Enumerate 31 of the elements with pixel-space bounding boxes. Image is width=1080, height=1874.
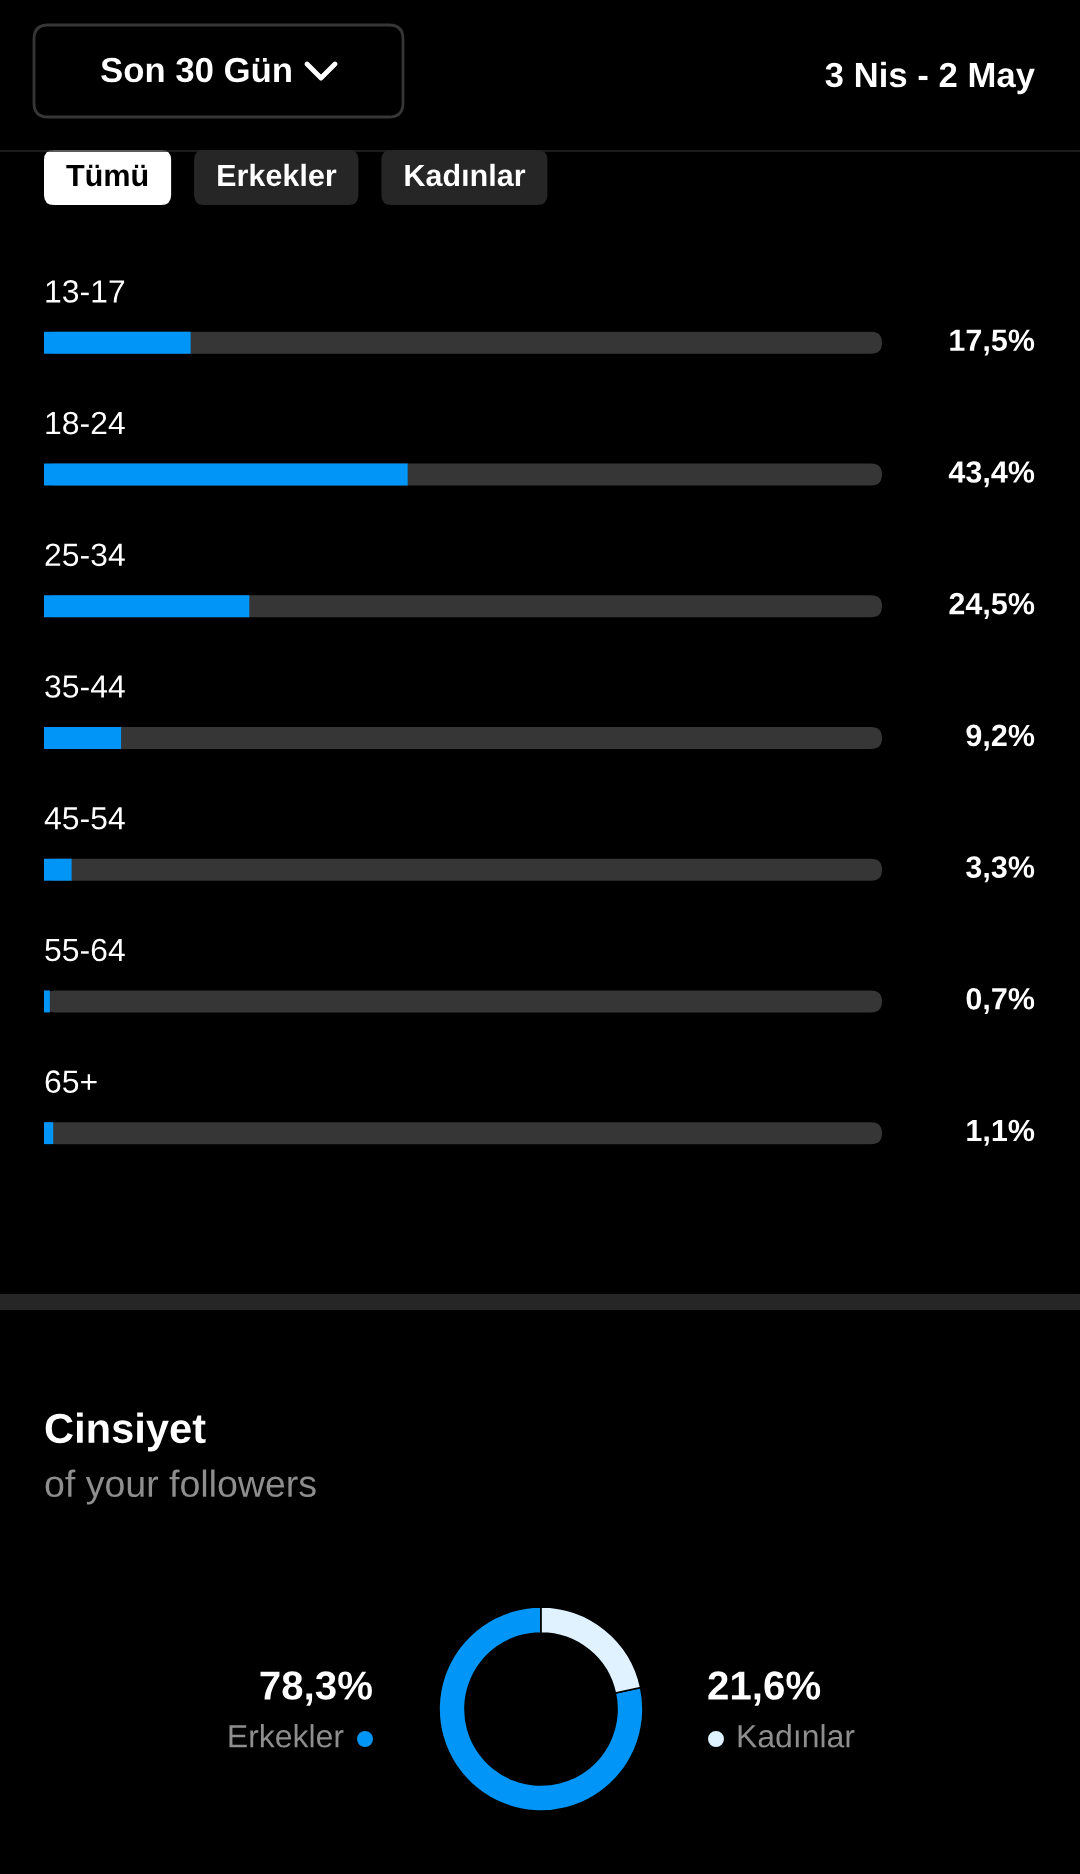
text: Kadınlar [405, 163, 526, 187]
bar [44, 858, 72, 881]
text: Son 30 Gün [101, 57, 291, 83]
data-label: 3,3% [966, 856, 1035, 883]
text: Tümü [66, 164, 148, 187]
slice-label: Erkekler [229, 1724, 344, 1748]
data-label: 78,3% [260, 1671, 372, 1706]
y-tick-label: 18-24 [46, 411, 125, 435]
y-tick-label: 55-64 [45, 938, 125, 962]
bar [44, 727, 122, 749]
y-tick-label: 65+ [45, 1070, 97, 1093]
bar [44, 595, 250, 618]
text: Erkekler [218, 163, 337, 187]
chart-title: Cinsiyet [45, 1412, 206, 1452]
y-tick-label: 45-54 [44, 807, 125, 830]
data-label: 21,6% [708, 1671, 821, 1706]
chart-subtitle: of your followers [45, 1469, 316, 1505]
data-label: 1,1% [967, 1119, 1035, 1146]
bar [44, 331, 191, 354]
y-tick-label: 25-34 [45, 543, 125, 567]
data-label: 9,2% [966, 724, 1035, 751]
data-label: 43,4% [948, 461, 1035, 488]
text: 3 Nis - 2 May [825, 61, 1035, 95]
data-label: 0,7% [966, 987, 1035, 1015]
legend-label: Kadınlar [738, 1724, 855, 1748]
data-label: 24,5% [949, 592, 1035, 619]
bar [44, 990, 50, 1013]
bar [44, 1122, 54, 1145]
data-label: 17,5% [950, 329, 1035, 356]
y-tick-label: 13-17 [46, 280, 125, 303]
y-tick-label: 35-44 [45, 675, 125, 698]
